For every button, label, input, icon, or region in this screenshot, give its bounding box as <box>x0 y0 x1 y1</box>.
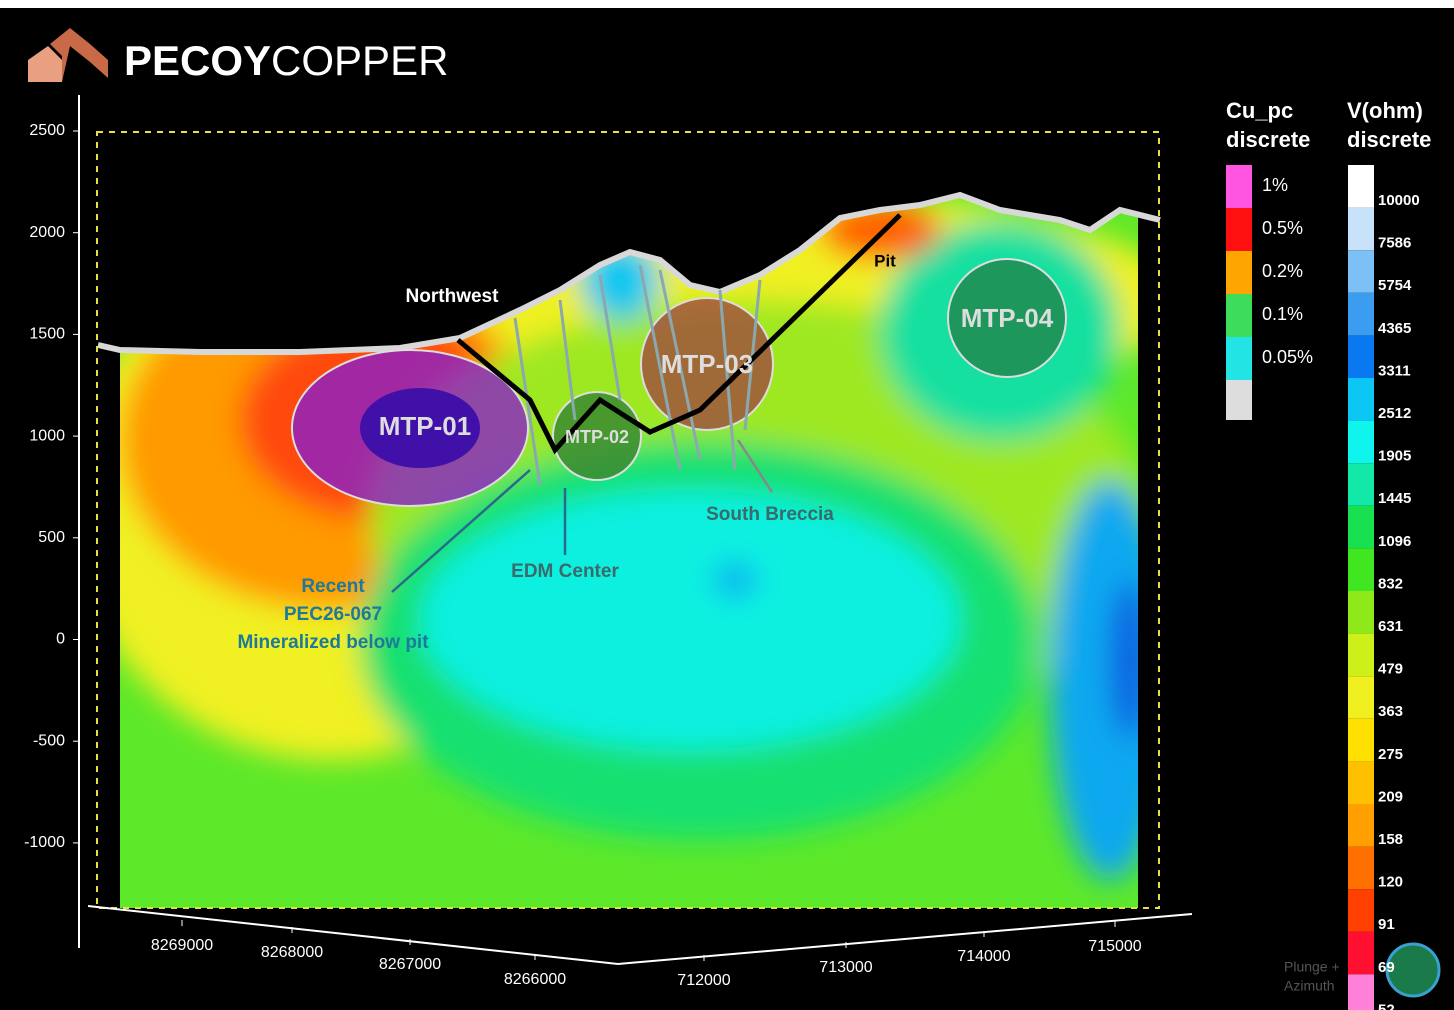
target-label: MTP-03 <box>661 349 753 379</box>
legend-swatch <box>1348 207 1374 251</box>
logo-text: PECOYCOPPER <box>124 37 448 84</box>
target-label: MTP-02 <box>565 427 629 447</box>
y-tick-label: 2000 <box>29 224 65 241</box>
legend-label: 7586 <box>1378 235 1411 252</box>
x-tick-label: 714000 <box>957 948 1010 965</box>
legend-swatch <box>1226 165 1252 208</box>
y-tick-label: -1000 <box>24 834 65 851</box>
label: Pit <box>874 251 896 270</box>
y-tick-label: 1000 <box>29 427 65 444</box>
watermark: Azimuth <box>1284 978 1335 994</box>
legend-title: Cu_pc <box>1226 98 1293 123</box>
legend-label: 0.2% <box>1262 261 1303 281</box>
annotation: EDM Center <box>511 561 619 582</box>
arrows <box>391 439 774 593</box>
legend-swatch <box>1226 337 1252 380</box>
legend-label: 0.5% <box>1262 218 1303 238</box>
legend-label: 3311 <box>1378 362 1411 379</box>
legend-label: 10000 <box>1378 192 1420 209</box>
legend-label: 363 <box>1378 703 1403 720</box>
legend-label: 1445 <box>1378 490 1411 507</box>
topography <box>97 191 1161 355</box>
legend-swatch <box>1348 633 1374 677</box>
legend-swatch <box>1348 761 1374 804</box>
logo-icon <box>28 28 108 82</box>
y-tick-label: 2500 <box>29 122 65 139</box>
legend-title: discrete <box>1226 127 1310 152</box>
legend-label: 4365 <box>1378 320 1411 337</box>
top-strip <box>0 0 1454 8</box>
target-zone <box>947 258 1067 378</box>
y-tick-label: 1500 <box>29 326 65 343</box>
legend-label: 91 <box>1378 916 1395 933</box>
legend-swatch <box>1348 378 1374 421</box>
annotation: PEC26-067 <box>284 604 382 625</box>
easting-axis <box>617 913 1193 965</box>
legend-title: V(ohm) <box>1347 98 1423 123</box>
pit-outline <box>456 213 902 455</box>
x-tick-label: 712000 <box>677 972 730 989</box>
legend-swatch <box>1348 804 1374 847</box>
y-tick-label: 0 <box>56 631 65 648</box>
legend-swatch <box>1226 380 1252 420</box>
legend-label: 631 <box>1378 618 1403 635</box>
legend-swatch <box>1348 676 1374 719</box>
legend-swatch <box>1348 505 1374 549</box>
legend-label: 479 <box>1378 661 1403 678</box>
annotation: Recent <box>301 576 365 597</box>
legend-title: discrete <box>1347 127 1431 152</box>
annotation: South Breccia <box>706 504 834 525</box>
legend-label: 832 <box>1378 575 1403 592</box>
legend-swatch <box>1348 165 1374 208</box>
x-tick-label: 8266000 <box>504 971 566 988</box>
legend-swatch <box>1226 208 1252 251</box>
watermark: Plunge + <box>1284 959 1340 975</box>
core <box>360 388 480 468</box>
target-label: MTP-04 <box>961 303 1054 333</box>
legend-swatch <box>1348 292 1374 336</box>
x-tick-label: 8267000 <box>379 956 441 973</box>
model-boundary <box>96 131 1160 909</box>
legend-label: 5754 <box>1378 277 1412 294</box>
x-tick-label: 715000 <box>1088 938 1141 955</box>
x-tick-label: 8269000 <box>151 937 213 954</box>
legend-label: 1905 <box>1378 448 1411 465</box>
legend-label: 158 <box>1378 831 1403 848</box>
legend-swatch <box>1226 294 1252 337</box>
legend-swatch <box>1348 548 1374 591</box>
legend-swatch <box>1348 889 1374 932</box>
y-tick-label: -500 <box>33 732 65 749</box>
legend-label: 209 <box>1378 788 1403 805</box>
legend-swatch <box>1348 931 1374 975</box>
label: Northwest <box>406 286 500 307</box>
x-tick-label: 713000 <box>819 959 872 976</box>
legend-label: 1% <box>1262 175 1288 195</box>
legend-swatch <box>1348 718 1374 762</box>
legend-swatch <box>1348 335 1374 378</box>
legend-swatch <box>1348 463 1374 506</box>
legend-label: 0.1% <box>1262 304 1303 324</box>
legend-label: 2512 <box>1378 405 1411 422</box>
orientation-globe <box>1385 942 1441 998</box>
legend-label: 52 <box>1378 1001 1395 1010</box>
target-label: MTP-01 <box>379 411 471 441</box>
x-tick-label: 8268000 <box>261 944 323 961</box>
annotation: Mineralized below pit <box>237 632 429 653</box>
legend-swatch <box>1348 974 1374 1010</box>
legend-swatch <box>1348 420 1374 464</box>
legend-swatch <box>1348 250 1374 293</box>
legend-swatch <box>1226 251 1252 294</box>
legend-swatch <box>1348 846 1374 890</box>
legend-label: 69 <box>1378 959 1395 976</box>
y-tick-label: 500 <box>38 529 65 546</box>
legend-label: 0.05% <box>1262 347 1313 367</box>
legend-swatch <box>1348 591 1374 634</box>
northing-axis <box>87 905 619 965</box>
legend-label: 1096 <box>1378 533 1411 550</box>
legend-label: 275 <box>1378 746 1403 763</box>
legend-label: 120 <box>1378 874 1403 891</box>
